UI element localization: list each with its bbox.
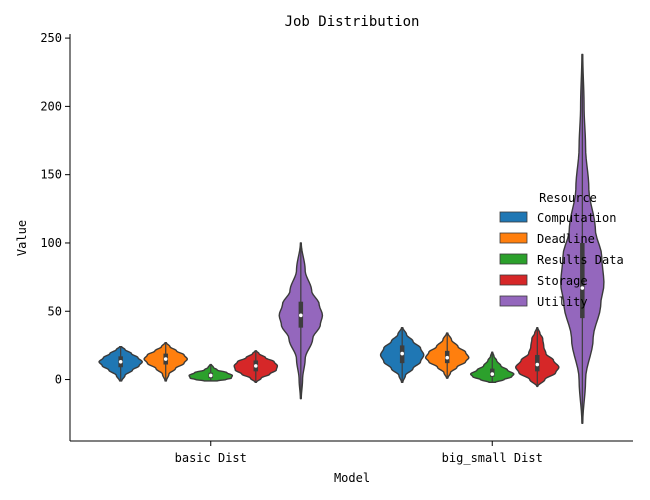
- violin-median-point: [253, 364, 258, 368]
- legend-title: Resource: [539, 191, 597, 205]
- y-axis-ticks: 0 50 100 150 200 250: [40, 31, 70, 387]
- y-tick-label: 0: [55, 373, 62, 387]
- legend-swatch-utility: [499, 295, 528, 307]
- y-tick-label: 250: [40, 31, 62, 45]
- y-tick-label: 50: [48, 304, 62, 318]
- legend-label-deadline: Deadline: [537, 232, 595, 246]
- legend-swatch-results-data: [499, 253, 528, 265]
- violin-median-point: [580, 286, 585, 290]
- legend-label-storage: Storage: [537, 274, 588, 288]
- violin-median-point: [490, 372, 495, 376]
- violin-median-point: [208, 373, 213, 378]
- x-axis-title: Model: [334, 471, 370, 485]
- legend-swatch-computation: [499, 211, 528, 223]
- violin-median-point: [163, 357, 168, 361]
- y-axis-title: Value: [15, 220, 29, 256]
- chart-title: Job Distribution: [285, 14, 420, 30]
- legend: Resource Computation Deadline Results Data…: [499, 191, 624, 309]
- violin-median-point: [299, 313, 303, 318]
- plot-area: [98, 53, 605, 424]
- violin-median-point: [535, 362, 540, 367]
- legend-label-utility: Utility: [537, 295, 588, 309]
- y-tick-label: 100: [40, 236, 62, 250]
- legend-swatch-deadline: [499, 232, 528, 244]
- x-tick-label: basic Dist: [175, 451, 247, 465]
- legend-label-computation: Computation: [537, 211, 616, 225]
- legend-label-results-data: Results Data: [537, 253, 624, 267]
- legend-swatch-storage: [499, 274, 528, 286]
- violin-median-point: [118, 359, 123, 364]
- x-axis-ticks: basic Dist big_small Dist: [175, 441, 543, 465]
- violin-median-point: [400, 351, 404, 356]
- y-tick-label: 150: [40, 168, 62, 182]
- x-tick-label: big_small Dist: [442, 451, 543, 465]
- violin-median-point: [445, 355, 450, 360]
- y-tick-label: 200: [40, 99, 62, 113]
